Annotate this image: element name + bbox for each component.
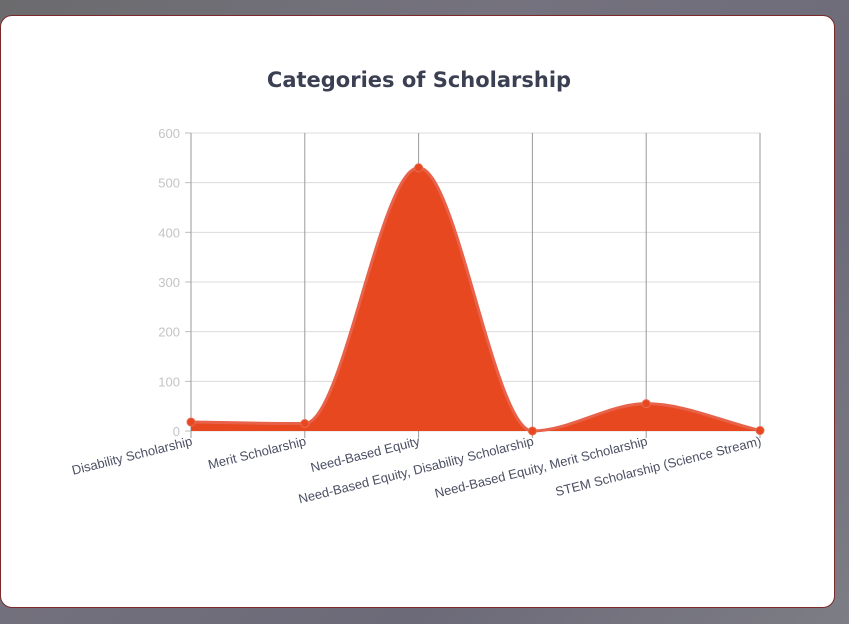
x-tick-label: Disability Scholarship [70,433,194,477]
x-axis-ticks: Disability Scholarship Merit Scholarship N… [70,433,763,506]
data-point[interactable] [414,163,424,173]
data-point[interactable] [186,417,196,427]
area-series [186,163,765,436]
data-point[interactable] [300,419,310,429]
y-tick-label: 600 [158,126,180,141]
y-tick-label: 200 [158,325,180,340]
data-point[interactable] [641,399,651,409]
y-tick-label: 0 [173,424,180,439]
grid [185,132,761,438]
y-tick-label: 300 [158,275,180,290]
y-axis-ticks: 0 100 200 300 400 500 600 [158,126,180,439]
y-tick-label: 100 [158,374,180,389]
chart-title: Categories of Scholarship [266,68,572,92]
x-tick-label: Merit Scholarship [206,433,307,472]
data-point[interactable] [527,426,537,436]
y-tick-label: 400 [158,225,180,240]
data-point[interactable] [755,426,765,436]
x-tick-label: STEM Scholarship (Science Stream) [554,433,763,499]
y-tick-label: 500 [158,176,180,191]
x-tick-label: Need-Based Equity, Merit Scholarship [433,433,649,500]
